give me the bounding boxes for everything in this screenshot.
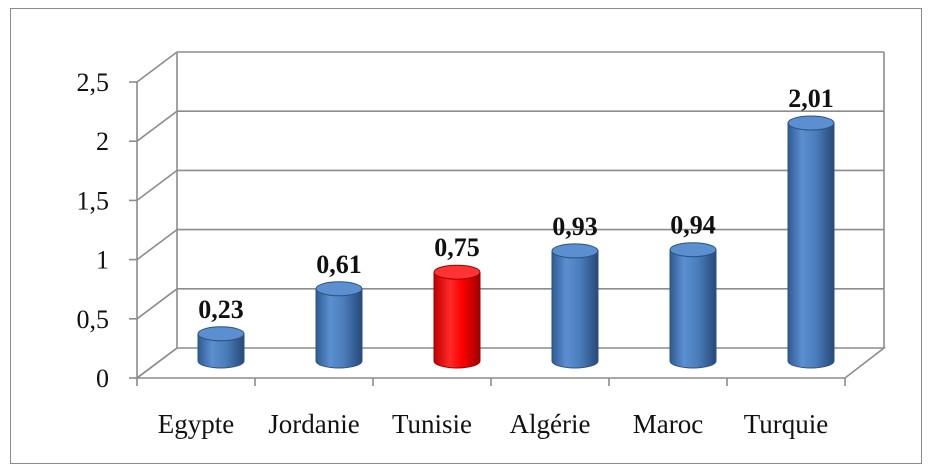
y-tick-label: 1,5 [77, 186, 110, 215]
gridline-diagonal [136, 288, 178, 320]
category-label: Tunisie [392, 409, 472, 439]
bar-body [551, 250, 599, 369]
y-tick-label: 0 [96, 364, 109, 393]
category-label: Jordanie [268, 409, 359, 439]
axis-layer [129, 52, 887, 386]
bar [315, 281, 363, 369]
bar [197, 326, 245, 369]
y-tick-label: 1 [96, 246, 109, 275]
data-label: 2,01 [788, 84, 834, 113]
bar [433, 264, 481, 369]
gridline-diagonal [136, 169, 178, 202]
bar-body [433, 271, 481, 369]
bar-body [787, 122, 835, 369]
data-label: 0,93 [552, 212, 598, 241]
bar-body [197, 333, 245, 369]
grid-layer [136, 51, 884, 379]
floor [134, 347, 887, 379]
bar [669, 242, 717, 369]
bar-top [433, 264, 481, 280]
category-label: Algérie [510, 409, 591, 439]
bar-body [669, 249, 717, 369]
y-tick-label: 0,5 [77, 305, 110, 334]
y-tick-label: 2,5 [77, 68, 110, 97]
bar-top [669, 242, 717, 258]
bar-top [315, 281, 363, 297]
y-tick-label: 2 [96, 127, 109, 156]
data-label: 0,61 [316, 250, 362, 279]
bar [551, 243, 599, 369]
category-label: Maroc [633, 409, 703, 439]
bar [787, 115, 835, 369]
category-label: Egypte [158, 409, 234, 439]
labels-layer: 0 0,5 1 1,5 2 2,5 0,23 Egypte 0,61 Jordanie 0,75 Tu… [77, 68, 834, 439]
bar-top [551, 243, 599, 259]
bar-top [787, 115, 835, 131]
bar-top [197, 326, 245, 342]
data-label: 0,23 [198, 295, 244, 324]
bar-body [315, 288, 363, 369]
category-label: Turquie [744, 409, 829, 439]
bars-layer [197, 115, 835, 369]
gridline-diagonal [136, 228, 178, 261]
chart-frame [10, 8, 922, 464]
data-label: 0,94 [670, 211, 716, 240]
gridline-diagonal [136, 110, 178, 142]
gridline-diagonal [136, 51, 178, 83]
data-label: 0,75 [434, 233, 480, 262]
